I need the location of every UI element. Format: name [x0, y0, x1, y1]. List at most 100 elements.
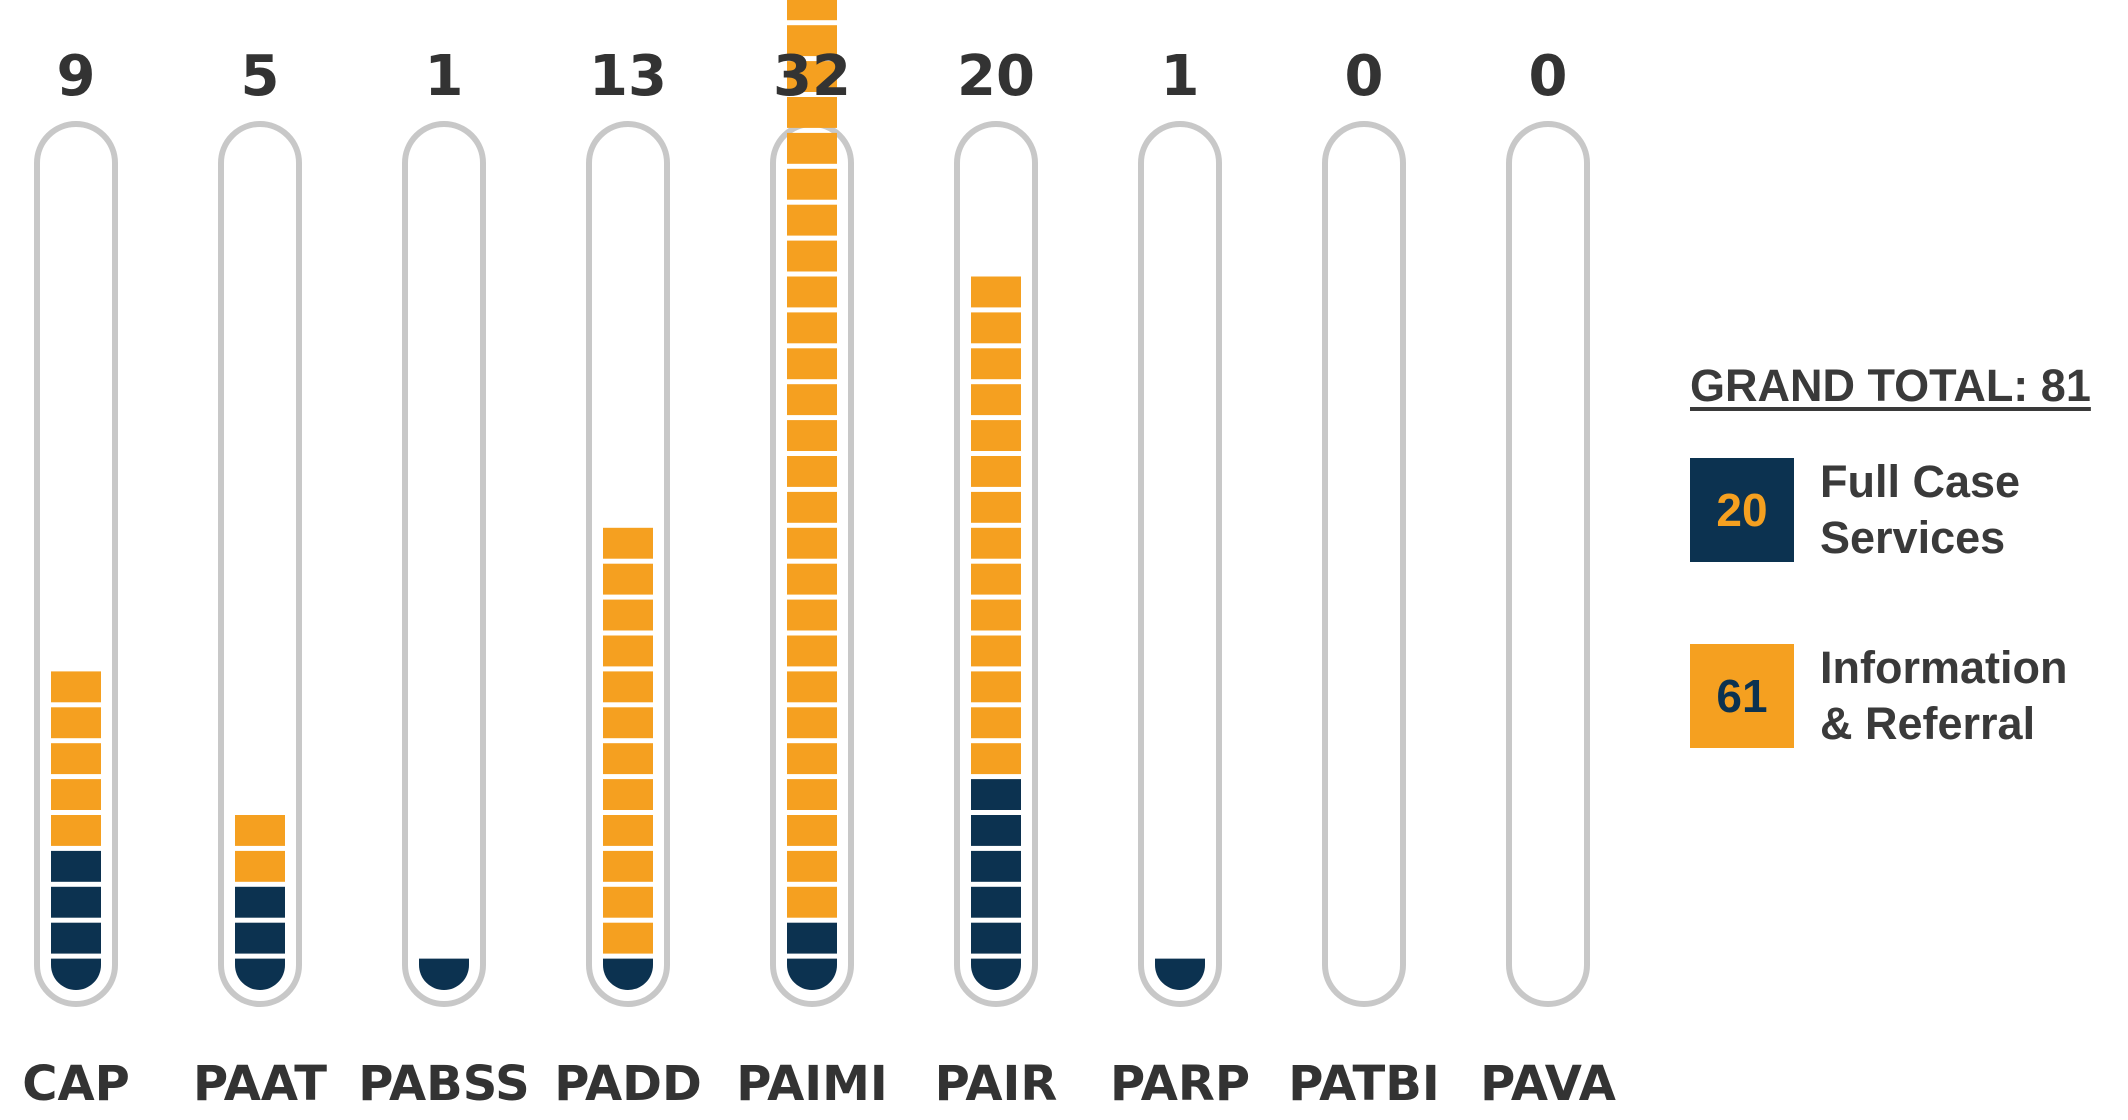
info-referral-segment-paimi: [787, 635, 837, 667]
full-case-segment-padd: [603, 958, 653, 990]
full-case-segment-paimi: [787, 958, 837, 990]
info-referral-segment-paimi: [787, 0, 837, 21]
info-referral-segment-padd: [603, 922, 653, 954]
info-referral-segment-paimi: [787, 25, 837, 57]
total-label-parp: 1: [1161, 44, 1200, 109]
full-case-segment-cap: [51, 922, 101, 954]
full-case-segment-cap: [51, 886, 101, 918]
info-referral-segment-padd: [603, 527, 653, 559]
info-referral-segment-paimi: [787, 527, 837, 559]
info-referral-segment-pair: [971, 671, 1021, 703]
total-label-padd: 13: [589, 44, 667, 109]
info-referral-segment-pair: [971, 635, 1021, 667]
info-referral-segment-cap: [51, 779, 101, 810]
info-referral-segment-paimi: [787, 456, 837, 487]
category-label-paimi: PAIMI: [736, 1056, 887, 1112]
full-case-segment-cap: [51, 850, 101, 882]
info-referral-segment-paimi: [787, 168, 837, 200]
info-referral-segment-pair: [971, 599, 1021, 631]
info-referral-segment-padd: [603, 850, 653, 882]
info-referral-segment-paimi: [787, 420, 837, 451]
total-label-pabss: 1: [425, 44, 464, 109]
info-referral-segment-pair: [971, 276, 1021, 308]
full-case-segment-pabss: [419, 958, 469, 990]
info-referral-segment-paimi: [787, 97, 837, 128]
full-case-segment-paat: [235, 886, 285, 918]
info-referral-segment-pair: [971, 743, 1021, 775]
tube-pabss: [402, 121, 486, 1007]
category-label-paat: PAAT: [193, 1056, 327, 1112]
full-case-segment-pair: [971, 850, 1021, 882]
tube-parp: [1138, 121, 1222, 1007]
legend-item-full-case: 20 Full Case Services: [1690, 454, 2110, 566]
info-referral-segment-padd: [603, 563, 653, 595]
info-referral-segment-paimi: [787, 886, 837, 918]
category-label-patbi: PATBI: [1288, 1056, 1439, 1112]
total-label-paat: 5: [241, 44, 280, 109]
info-referral-segment-padd: [603, 886, 653, 918]
info-referral-segment-paimi: [787, 850, 837, 882]
category-label-pava: PAVA: [1480, 1056, 1616, 1112]
info-referral-segment-padd: [603, 743, 653, 775]
info-referral-segment-paimi: [787, 599, 837, 631]
info-referral-segment-paimi: [787, 276, 837, 308]
info-referral-segment-pair: [971, 563, 1021, 595]
info-referral-segment-paimi: [787, 779, 837, 810]
info-referral-segment-pair: [971, 312, 1021, 344]
legend-swatch-full-case: 20: [1690, 458, 1794, 562]
info-referral-segment-paimi: [787, 348, 837, 380]
category-label-pair: PAIR: [935, 1056, 1058, 1112]
info-referral-segment-paimi: [787, 563, 837, 595]
total-label-cap: 9: [57, 44, 96, 109]
legend-label-info-referral: Information & Referral: [1820, 642, 2068, 749]
total-label-pair: 20: [957, 44, 1035, 109]
info-referral-segment-paimi: [787, 815, 837, 846]
info-referral-segment-paimi: [787, 132, 837, 164]
info-referral-segment-pair: [971, 707, 1021, 739]
legend: GRAND TOTAL: 81 20 Full Case Services 61…: [1690, 360, 2110, 826]
category-label-pabss: PABSS: [358, 1056, 530, 1112]
legend-item-info-referral: 61 Information & Referral: [1690, 640, 2110, 752]
total-label-paimi: 32: [773, 44, 851, 109]
category-label-parp: PARP: [1110, 1056, 1250, 1112]
full-case-segment-pair: [971, 958, 1021, 990]
full-case-segment-pair: [971, 886, 1021, 918]
info-referral-segment-paimi: [787, 707, 837, 739]
info-referral-segment-pair: [971, 527, 1021, 559]
tube-paat: [218, 121, 302, 1007]
info-referral-segment-padd: [603, 671, 653, 703]
info-referral-segment-padd: [603, 815, 653, 846]
info-referral-segment-paimi: [787, 204, 837, 236]
tube-pava: [1506, 121, 1590, 1007]
full-case-segment-paat: [235, 922, 285, 954]
grand-total: GRAND TOTAL: 81: [1690, 360, 2091, 411]
info-referral-segment-pair: [971, 384, 1021, 416]
info-referral-segment-paimi: [787, 384, 837, 416]
info-referral-segment-paimi: [787, 312, 837, 344]
info-referral-segment-cap: [51, 815, 101, 846]
category-label-padd: PADD: [554, 1056, 702, 1112]
info-referral-segment-pair: [971, 456, 1021, 487]
info-referral-segment-paimi: [787, 61, 837, 92]
total-label-pava: 0: [1529, 44, 1568, 109]
info-referral-segment-pair: [971, 491, 1021, 523]
info-referral-segment-paat: [235, 815, 285, 846]
info-referral-segment-paimi: [787, 743, 837, 775]
info-referral-segment-padd: [603, 779, 653, 810]
full-case-segment-pair: [971, 922, 1021, 954]
info-referral-segment-paat: [235, 850, 285, 882]
full-case-segment-parp: [1155, 958, 1205, 990]
info-referral-segment-paimi: [787, 240, 837, 272]
info-referral-segment-cap: [51, 743, 101, 775]
info-referral-segment-pair: [971, 420, 1021, 451]
info-referral-segment-padd: [603, 599, 653, 631]
info-referral-segment-cap: [51, 671, 101, 703]
info-referral-segment-pair: [971, 348, 1021, 380]
full-case-segment-pair: [971, 815, 1021, 846]
full-case-segment-paat: [235, 958, 285, 990]
full-case-segment-paimi: [787, 922, 837, 954]
info-referral-segment-paimi: [787, 491, 837, 523]
full-case-segment-pair: [971, 779, 1021, 810]
info-referral-segment-cap: [51, 707, 101, 739]
